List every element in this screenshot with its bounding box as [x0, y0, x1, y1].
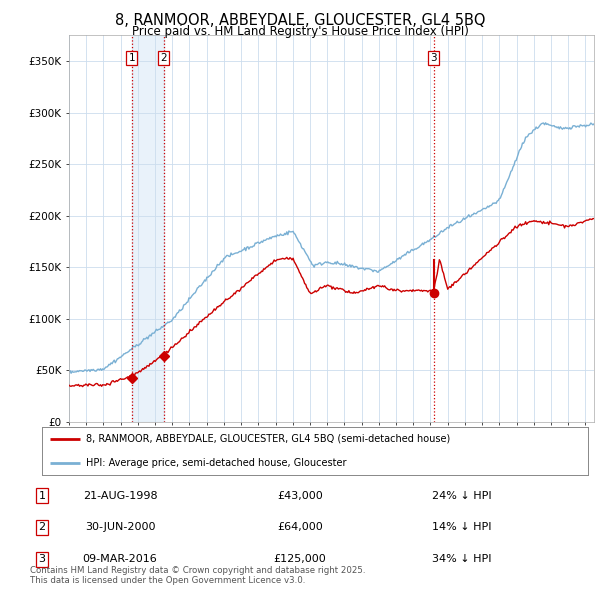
- Text: 24% ↓ HPI: 24% ↓ HPI: [432, 491, 491, 500]
- Text: Price paid vs. HM Land Registry's House Price Index (HPI): Price paid vs. HM Land Registry's House …: [131, 25, 469, 38]
- Text: 09-MAR-2016: 09-MAR-2016: [83, 555, 157, 564]
- Text: 3: 3: [38, 555, 46, 564]
- Bar: [131, 35, 164, 422]
- Text: 14% ↓ HPI: 14% ↓ HPI: [432, 523, 491, 532]
- Text: 34% ↓ HPI: 34% ↓ HPI: [432, 555, 491, 564]
- Text: 8, RANMOOR, ABBEYDALE, GLOUCESTER, GL4 5BQ (semi-detached house): 8, RANMOOR, ABBEYDALE, GLOUCESTER, GL4 5…: [86, 434, 450, 444]
- Text: Contains HM Land Registry data © Crown copyright and database right 2025.
This d: Contains HM Land Registry data © Crown c…: [30, 566, 365, 585]
- Text: 3: 3: [430, 53, 437, 63]
- Text: £64,000: £64,000: [277, 523, 323, 532]
- Text: 8, RANMOOR, ABBEYDALE, GLOUCESTER, GL4 5BQ: 8, RANMOOR, ABBEYDALE, GLOUCESTER, GL4 5…: [115, 13, 485, 28]
- Text: £125,000: £125,000: [274, 555, 326, 564]
- Text: 21-AUG-1998: 21-AUG-1998: [83, 491, 157, 500]
- Text: 1: 1: [38, 491, 46, 500]
- Text: 2: 2: [160, 53, 167, 63]
- Text: £43,000: £43,000: [277, 491, 323, 500]
- Text: 1: 1: [128, 53, 135, 63]
- Text: 2: 2: [38, 523, 46, 532]
- Text: 30-JUN-2000: 30-JUN-2000: [85, 523, 155, 532]
- Text: HPI: Average price, semi-detached house, Gloucester: HPI: Average price, semi-detached house,…: [86, 458, 346, 468]
